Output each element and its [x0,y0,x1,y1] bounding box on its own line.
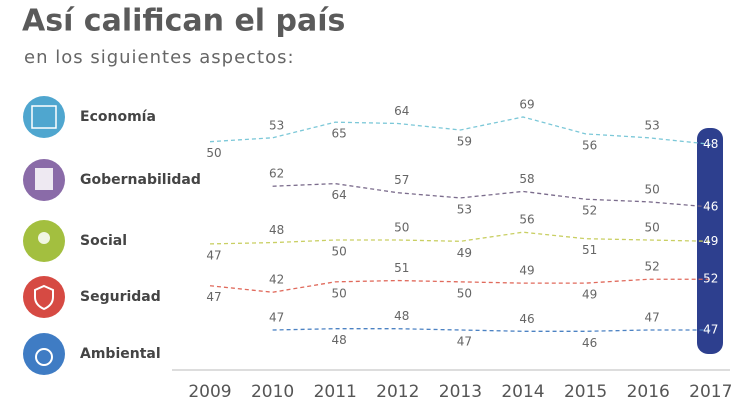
x-tick-label: 2015 [564,382,607,402]
value-label: 49 [582,288,597,302]
x-tick-label: 2012 [376,382,419,402]
series-line [272,328,711,332]
legend-label: Economía [80,109,156,125]
x-tick-label: 2011 [314,382,357,402]
x-tick-label: 2016 [627,382,670,402]
legend-label: Social [80,233,127,249]
value-label: 47 [703,323,718,337]
icon-ambiental [23,333,65,375]
value-label: 51 [394,261,409,275]
chart-subtitle: en los siguientes aspectos: [24,47,295,68]
value-label: 50 [332,286,347,300]
value-label: 56 [582,138,597,152]
value-label: 50 [206,146,221,160]
icon-glyph [34,284,54,311]
value-label: 46 [519,312,534,326]
highlight-2017 [697,128,723,354]
value-label: 50 [645,221,660,235]
legend-icons [23,96,65,375]
value-label: 46 [703,200,718,214]
value-label: 52 [645,260,660,274]
value-label: 64 [332,188,347,202]
value-label: 47 [457,335,472,349]
value-label: 58 [519,172,534,186]
legend-label: Seguridad [80,289,161,305]
value-label: 47 [269,311,284,325]
icon-economia [23,96,65,138]
legend-label: Gobernabilidad [80,172,201,188]
value-label: 50 [457,286,472,300]
value-label: 52 [703,272,718,286]
value-label: 49 [519,264,534,278]
value-label: 42 [269,273,284,287]
x-tick-label: 2009 [188,382,231,402]
icon-seguridad [23,276,65,318]
x-tick-label: 2017 [689,382,732,402]
value-label: 48 [394,309,409,323]
value-label: 69 [519,97,534,111]
series-line [209,231,711,245]
x-tick-label: 2014 [501,382,544,402]
icon-glyph [31,105,57,129]
icon-glyph [38,232,50,244]
value-label: 64 [394,104,409,118]
value-label: 47 [206,290,221,304]
value-label: 48 [332,333,347,347]
value-label: 46 [582,336,597,350]
value-label: 50 [394,221,409,235]
icon-glyph [35,348,53,366]
value-label: 62 [269,167,284,181]
value-label: 53 [269,118,284,132]
legend-label: Ambiental [80,346,161,362]
value-label: 56 [519,213,534,227]
value-label: 48 [269,223,284,237]
series-line [209,278,711,293]
x-tick-label: 2013 [439,382,482,402]
value-label: 47 [645,311,660,325]
value-label: 51 [582,243,597,257]
x-tick-label: 2010 [251,382,294,402]
value-label: 49 [457,246,472,260]
icon-glyph [35,168,53,190]
series-line [272,182,711,208]
value-label: 59 [457,134,472,148]
value-label: 53 [457,202,472,216]
chart-title: Así califican el país [22,4,345,39]
value-label: 50 [332,245,347,259]
value-label: 52 [582,204,597,218]
value-label: 57 [394,173,409,187]
value-label: 50 [645,182,660,196]
value-label: 48 [703,137,718,151]
series-line [209,116,711,145]
value-label: 49 [703,234,718,248]
value-label: 47 [206,248,221,262]
value-label: 65 [332,127,347,141]
value-label: 53 [645,118,660,132]
